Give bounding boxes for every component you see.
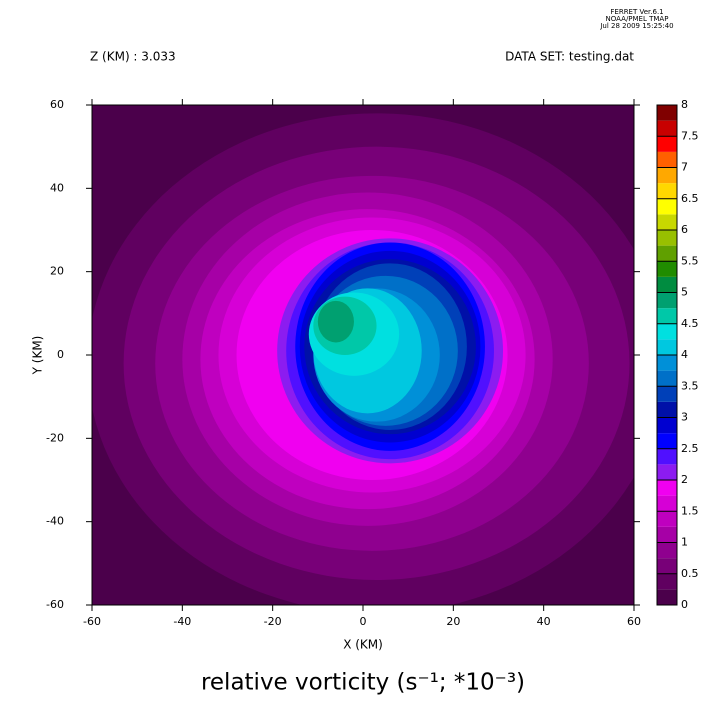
- colorbar-segment: [657, 433, 677, 449]
- colorbar-segment: [657, 339, 677, 355]
- x-tick-label: -40: [173, 615, 191, 628]
- colorbar-segment: [657, 526, 677, 543]
- colorbar-label: 8: [681, 98, 688, 111]
- colorbar-label: 7.5: [681, 129, 699, 142]
- colorbar-label: 4: [681, 348, 688, 361]
- colorbar-label: 6: [681, 223, 688, 236]
- colorbar-segment: [657, 198, 677, 215]
- colorbar-segment: [657, 401, 677, 418]
- colorbar-segment: [657, 261, 677, 277]
- colorbar-label: 3: [681, 411, 688, 424]
- colorbar-segment: [657, 183, 677, 199]
- y-tick-label: -60: [46, 598, 64, 611]
- plot-area: [92, 105, 634, 605]
- y-tick-label: 40: [50, 181, 64, 194]
- colorbar-label: 6.5: [681, 192, 699, 205]
- colorbar-segment: [657, 511, 677, 527]
- colorbar-label: 4.5: [681, 317, 699, 330]
- colorbar-segment: [657, 136, 677, 152]
- colorbar-segment: [657, 308, 677, 324]
- x-axis-label: X (KM): [343, 638, 383, 652]
- colorbar-segment: [657, 573, 677, 590]
- colorbar-label: 0: [681, 598, 688, 611]
- subtitle-right: DATA SET: testing.dat: [505, 50, 634, 64]
- colorbar-segment: [657, 245, 677, 262]
- y-tick-label: 20: [50, 265, 64, 278]
- x-tick-label: -60: [83, 615, 101, 628]
- colorbar-segment: [657, 386, 677, 402]
- colorbar-segment: [657, 495, 677, 512]
- colorbar-segment: [657, 448, 677, 465]
- header-line: FERRET Ver.6.1: [610, 8, 663, 16]
- colorbar-segment: [657, 120, 677, 137]
- header-line: Jul 28 2009 15:25:40: [599, 22, 673, 30]
- colorbar-segment: [657, 464, 677, 480]
- subtitle-left: Z (KM) : 3.033: [90, 50, 176, 64]
- y-tick-label: 60: [50, 98, 64, 111]
- y-axis-label: Y (KM): [31, 336, 45, 376]
- x-tick-label: 40: [537, 615, 551, 628]
- colorbar-label: 1: [681, 536, 688, 549]
- y-tick-label: -40: [46, 515, 64, 528]
- chart-title: relative vorticity (s⁻¹; *10⁻³): [201, 670, 525, 696]
- colorbar-segment: [657, 542, 677, 559]
- colorbar-segment: [657, 355, 677, 371]
- colorbar-segment: [657, 276, 677, 293]
- colorbar-segment: [657, 292, 677, 309]
- x-tick-label: -20: [264, 615, 282, 628]
- colorbar-segment: [657, 105, 677, 121]
- colorbar-label: 5: [681, 286, 688, 299]
- colorbar-label: 0.5: [681, 567, 699, 580]
- colorbar-segment: [657, 230, 677, 246]
- colorbar-label: 1.5: [681, 504, 699, 517]
- colorbar-segment: [657, 151, 677, 168]
- x-tick-label: 0: [360, 615, 367, 628]
- x-tick-label: 60: [627, 615, 641, 628]
- colorbar-label: 2: [681, 473, 688, 486]
- contour-region: [317, 300, 354, 343]
- x-tick-label: 20: [446, 615, 460, 628]
- colorbar-segment: [657, 417, 677, 434]
- colorbar-segment: [657, 214, 677, 230]
- y-tick-label: -20: [46, 431, 64, 444]
- colorbar-segment: [657, 480, 677, 496]
- header-line: NOAA/PMEL TMAP: [606, 15, 669, 23]
- colorbar-segment: [657, 589, 677, 605]
- colorbar-segment: [657, 558, 677, 574]
- colorbar-segment: [657, 323, 677, 340]
- colorbar-segment: [657, 167, 677, 184]
- colorbar-label: 7: [681, 161, 688, 174]
- colorbar-segment: [657, 370, 677, 387]
- y-tick-label: 0: [57, 348, 64, 361]
- colorbar-label: 2.5: [681, 442, 699, 455]
- colorbar-label: 5.5: [681, 254, 699, 267]
- colorbar-label: 3.5: [681, 379, 699, 392]
